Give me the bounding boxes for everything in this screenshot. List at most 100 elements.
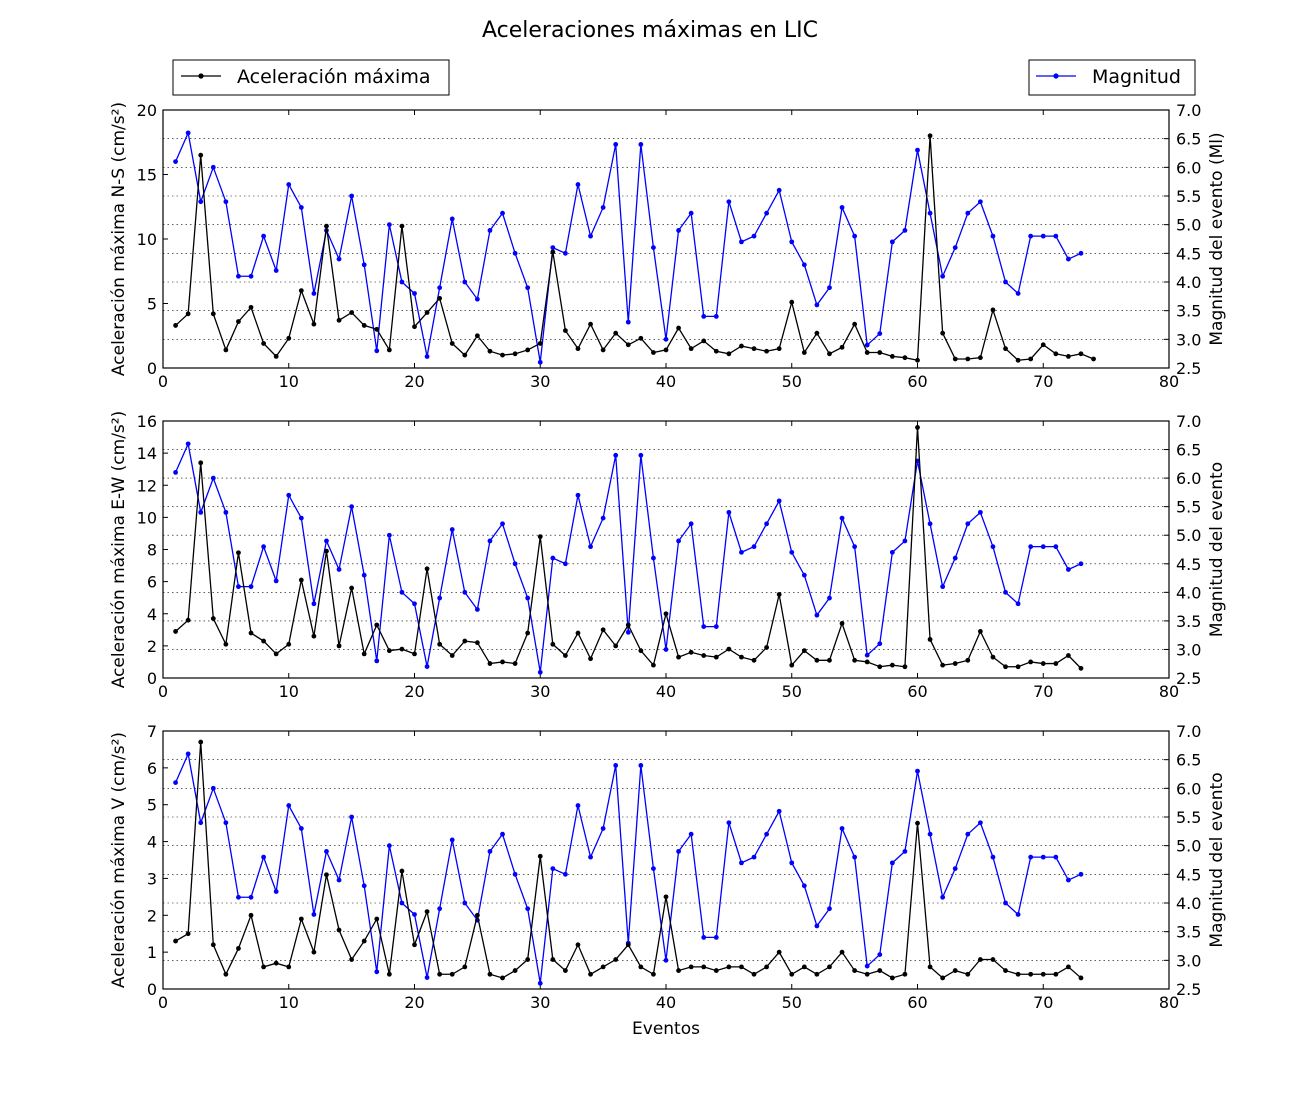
magnitude-point (764, 831, 769, 837)
x-tick-label: 20 (404, 372, 424, 391)
magnitude-point (713, 624, 719, 629)
acceleration-point (1078, 975, 1084, 981)
acceleration-point (374, 326, 380, 332)
acceleration-point (173, 323, 178, 328)
magnitude-point (500, 210, 505, 216)
magnitude-point (965, 521, 971, 527)
magnitude-point (814, 612, 820, 618)
magnitude-point (751, 854, 757, 860)
acceleration-point (676, 968, 681, 973)
magnitude-point (412, 291, 417, 296)
acceleration-point (374, 916, 380, 922)
acceleration-point (198, 152, 204, 158)
acceleration-point (1040, 661, 1046, 666)
acceleration-point (412, 324, 417, 330)
acceleration-point (864, 659, 870, 665)
acceleration-point (1078, 665, 1084, 671)
acceleration-point (801, 350, 807, 355)
acceleration-point (625, 342, 631, 348)
acceleration-point (261, 341, 266, 346)
acceleration-point (361, 938, 367, 944)
acceleration-point (688, 649, 694, 655)
magnitude-point (223, 509, 229, 515)
acceleration-point (487, 348, 493, 354)
acceleration-point (399, 646, 405, 652)
acceleration-point (688, 346, 694, 352)
legend-magnitude-marker (1053, 73, 1059, 79)
x-tick-label: 70 (1033, 682, 1053, 701)
acceleration-point (751, 971, 757, 977)
acceleration-point (349, 585, 355, 591)
chart-title: Aceleraciones máximas en LIC (482, 18, 818, 43)
acceleration-point (965, 356, 971, 362)
y-tick-label-left: 6 (147, 759, 157, 778)
magnitude-point (324, 538, 329, 544)
magnitude-point (311, 291, 317, 296)
magnitude-point (437, 595, 443, 601)
acceleration-point (977, 957, 983, 962)
y-axis-label-left: Aceleración máxima E-W (cm/s²) (109, 411, 129, 689)
magnitude-point (386, 532, 392, 538)
y-tick-label-right: 7.0 (1176, 101, 1201, 120)
acceleration-point (801, 964, 807, 970)
x-tick-label: 50 (782, 372, 802, 391)
acceleration-point (563, 328, 568, 333)
magnitude-point (688, 210, 694, 216)
acceleration-point (386, 648, 392, 654)
magnitude-point (915, 147, 920, 153)
x-tick-label: 50 (782, 682, 802, 701)
magnitude-point (638, 452, 644, 458)
magnitude-point (889, 239, 895, 245)
y-axis-label-right: Magnitud del evento (Ml) (1207, 132, 1227, 345)
magnitude-point (563, 561, 568, 567)
acceleration-point (776, 346, 782, 352)
legend-acceleration-marker (198, 73, 204, 79)
acceleration-point (537, 534, 543, 540)
magnitude-point (1066, 256, 1071, 262)
magnitude-point (223, 820, 229, 826)
magnitude-point (814, 302, 820, 308)
y-tick-label-right: 2.5 (1176, 669, 1201, 688)
x-tick-label: 0 (158, 682, 168, 701)
magnitude-point (663, 336, 669, 342)
magnitude-point (349, 504, 355, 510)
y-tick-label-left: 0 (147, 669, 157, 688)
acceleration-point (1015, 971, 1021, 977)
y-tick-label-left: 1 (147, 943, 157, 962)
acceleration-point (248, 630, 254, 636)
acceleration-point (298, 916, 304, 922)
acceleration-point (726, 646, 732, 652)
acceleration-point (575, 942, 581, 948)
magnitude-point (952, 555, 958, 561)
acceleration-point (236, 550, 241, 556)
acceleration-point (877, 664, 883, 670)
acceleration-point (902, 664, 908, 670)
magnitude-point (424, 664, 430, 669)
acceleration-point (977, 629, 983, 634)
acceleration-point (588, 971, 593, 977)
magnitude-point (210, 164, 216, 170)
y-tick-label-left: 7 (147, 722, 157, 741)
acceleration-point (764, 348, 769, 354)
magnitude-point (726, 199, 732, 205)
acceleration-point (248, 912, 254, 918)
magnitude-point (1028, 233, 1034, 239)
magnitude-point (776, 498, 782, 504)
magnitude-point (424, 354, 430, 359)
acceleration-point (575, 630, 581, 636)
magnitude-point (1078, 561, 1084, 567)
magnitude-point (1003, 900, 1008, 906)
acceleration-point (902, 355, 908, 361)
magnitude-point (185, 441, 191, 447)
magnitude-point (537, 980, 543, 986)
magnitude-point (374, 969, 380, 975)
x-tick-label: 0 (158, 993, 168, 1012)
acceleration-point (713, 968, 719, 973)
magnitude-point (1015, 601, 1021, 607)
acceleration-point (625, 622, 631, 628)
y-tick-label-left: 2 (147, 637, 157, 656)
acceleration-point (298, 288, 304, 293)
acceleration-point (462, 352, 468, 358)
magnitude-line (174, 751, 1082, 984)
magnitude-point (512, 871, 518, 877)
